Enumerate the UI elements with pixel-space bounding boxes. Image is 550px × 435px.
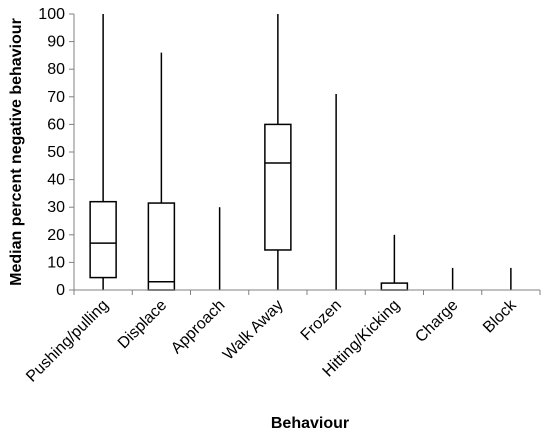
x-category-label: Frozen — [298, 297, 345, 344]
box-body — [264, 123, 292, 251]
box-plot-series — [89, 14, 512, 291]
y-tick-label: 40 — [47, 172, 65, 189]
box-displace — [147, 52, 176, 291]
x-category-label: Charge — [412, 297, 461, 346]
box-hitting-kicking — [380, 234, 409, 291]
box-walk-away — [264, 14, 292, 290]
y-tick-label: 80 — [47, 61, 65, 78]
y-tick-label: 30 — [47, 199, 65, 216]
y-tick-label: 50 — [47, 144, 65, 161]
box-body — [147, 202, 176, 291]
box-body — [89, 200, 117, 279]
y-tick-label: 0 — [56, 282, 65, 299]
x-category-label: Displace — [115, 297, 170, 352]
x-category-label: Walk Away — [220, 297, 287, 364]
y-tick-label: 20 — [47, 227, 65, 244]
y-tick-label: 100 — [38, 6, 65, 23]
y-tick-label: 60 — [47, 116, 65, 133]
y-axis-ticks: 0 10 20 30 40 50 60 70 80 90 100 — [38, 6, 74, 299]
x-category-label: Block — [480, 296, 520, 336]
y-axis-title: Median percent negative behaviour — [8, 18, 25, 286]
y-tick-label: 90 — [47, 34, 65, 51]
y-tick-label: 10 — [47, 254, 65, 271]
box-pushing-pulling — [89, 14, 117, 290]
x-category-label: Pushing/pulling — [23, 297, 112, 386]
x-axis-title: Behaviour — [271, 415, 349, 432]
x-category-label: Approach — [168, 297, 228, 357]
box-body — [380, 282, 409, 291]
y-tick-label: 70 — [47, 89, 65, 106]
